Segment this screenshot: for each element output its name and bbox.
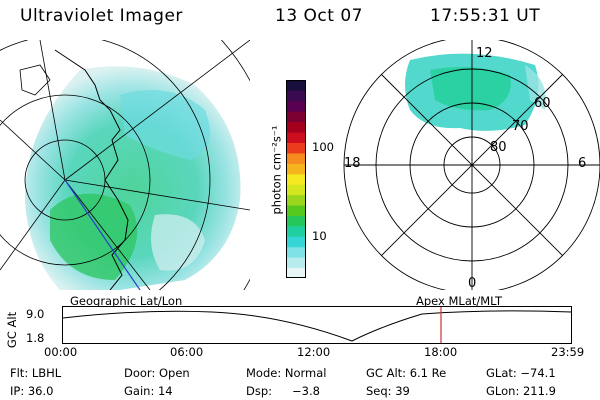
lat-label-80: 80	[490, 140, 507, 155]
colorbar-swatch	[286, 111, 306, 123]
colorbar-swatch	[286, 132, 306, 144]
strip-right-title: Apex MLat/MLT	[416, 294, 503, 308]
strip-left-title: Geographic Lat/Lon	[70, 294, 183, 308]
colorbar-swatch	[286, 173, 306, 185]
date-label: 13 Oct 07	[275, 6, 363, 26]
strip-x-tick-1800: 18:00	[424, 345, 458, 359]
info-mode: Mode: Normal	[246, 366, 327, 380]
colorbar-swatch	[286, 90, 306, 102]
strip-y-tick-low: 1.8	[26, 331, 45, 345]
strip-x-tick-1200: 12:00	[297, 345, 331, 359]
colorbar-swatch	[286, 194, 306, 206]
info-ip: IP: 36.0	[10, 384, 54, 398]
info-dsp-value: −3.8	[292, 384, 320, 398]
colorbar-tick-10: 10	[312, 229, 327, 243]
info-flt: Flt: LBHL	[10, 366, 62, 380]
strip-x-tick-0600: 06:00	[170, 345, 204, 359]
strip-y-label: GC Alt	[5, 311, 20, 349]
colorbar-swatch	[286, 121, 306, 133]
info-glat: GLat: −74.1	[486, 366, 556, 380]
colorbar-border	[286, 80, 306, 278]
info-gc-alt: GC Alt: 6.1 Re	[366, 366, 447, 380]
colorbar-swatch	[286, 184, 306, 196]
strip-x-tick-2359: 23:59	[551, 345, 585, 359]
app-title: Ultraviolet Imager	[20, 6, 183, 26]
strip-y-tick-high: 9.0	[26, 307, 45, 321]
info-glon: GLon: 211.9	[486, 384, 556, 398]
colorbar-swatch	[286, 152, 306, 164]
colorbar-swatch	[286, 163, 306, 175]
mlt-label-0: 0	[468, 276, 477, 291]
colorbar-swatch	[286, 246, 306, 258]
mlt-label-12: 12	[476, 46, 493, 61]
colorbar-swatch	[286, 215, 306, 227]
colorbar-swatch	[286, 225, 306, 237]
mlt-label-6: 6	[578, 156, 587, 171]
polar-plot	[343, 40, 600, 290]
lat-label-70: 70	[512, 119, 529, 134]
info-seq: Seq: 39	[366, 384, 410, 398]
mlt-label-18: 18	[344, 156, 361, 171]
time-label: 17:55:31 UT	[430, 6, 541, 26]
colorbar-tick-100: 100	[312, 140, 334, 154]
info-dsp-label: Dsp:	[246, 384, 273, 398]
colorbar	[286, 80, 306, 278]
colorbar-swatch	[286, 205, 306, 216]
colorbar-swatch	[286, 100, 306, 112]
colorbar-swatch	[286, 236, 306, 248]
colorbar-swatch	[286, 257, 306, 269]
colorbar-swatch	[286, 80, 306, 91]
geographic-image	[0, 40, 250, 290]
colorbar-unit-label: photon cm⁻²s⁻¹	[269, 125, 283, 215]
colorbar-swatch	[286, 267, 306, 278]
strip-x-tick-0000: 00:00	[44, 345, 78, 359]
colorbar-swatch	[286, 142, 306, 154]
altitude-strip	[62, 306, 572, 344]
info-door: Door: Open	[124, 366, 190, 380]
info-gain: Gain: 14	[124, 384, 173, 398]
lat-label-60: 60	[534, 96, 551, 111]
